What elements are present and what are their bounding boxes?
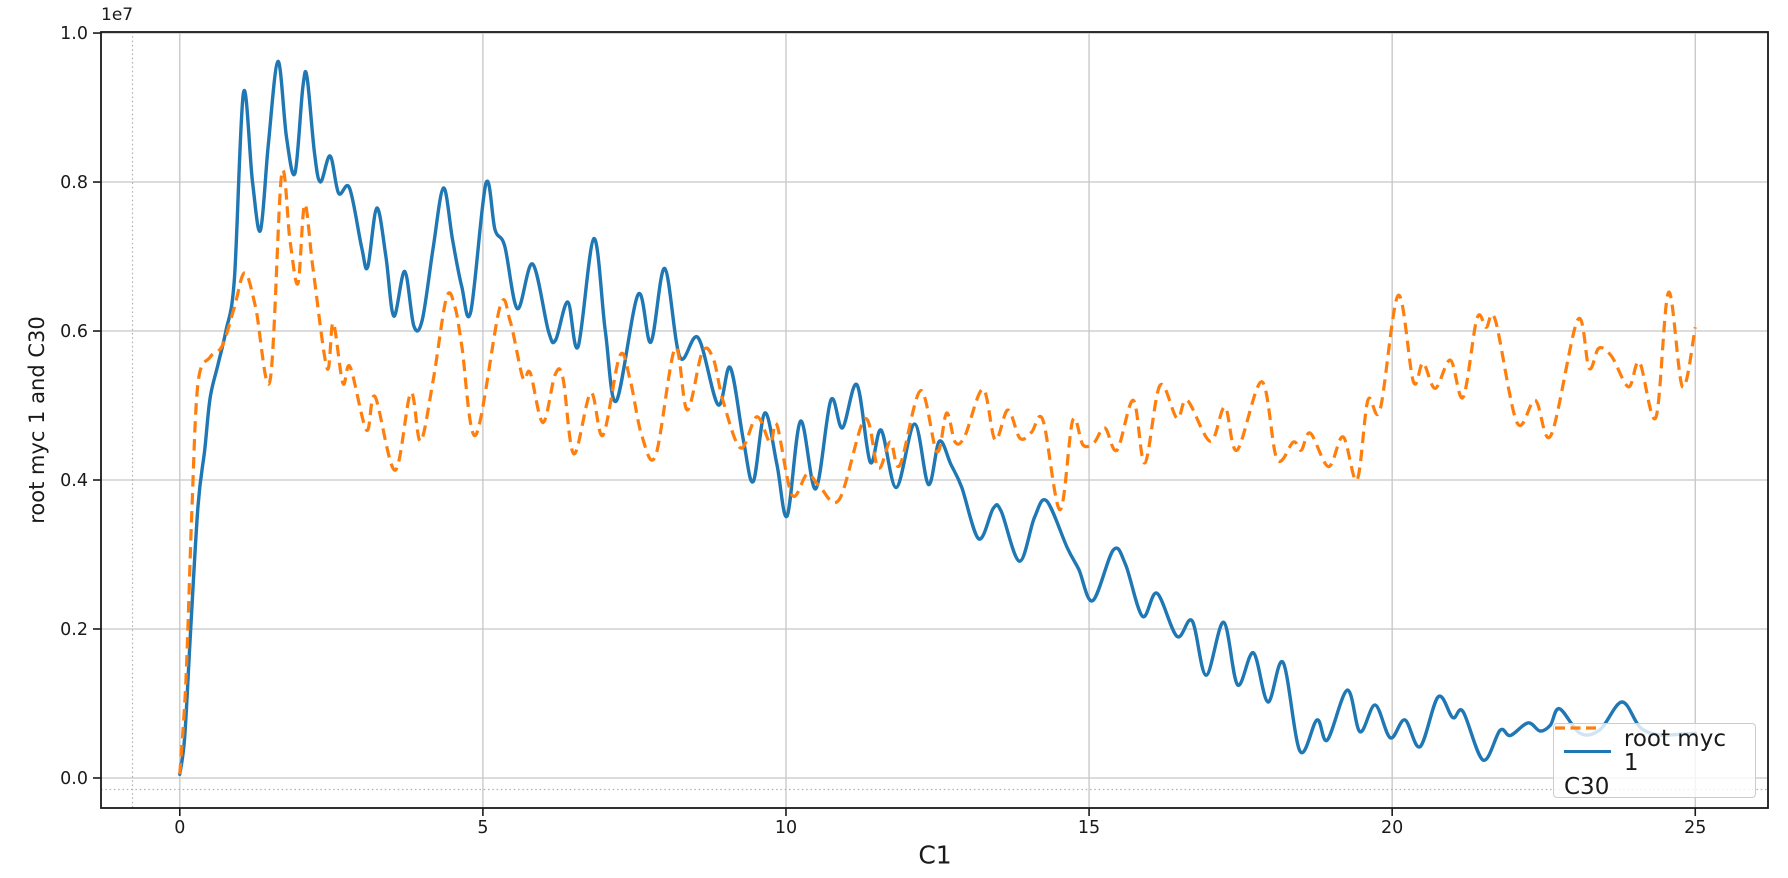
y-tick-label: 1.0 [60, 24, 88, 44]
axes-spines [100, 31, 1769, 809]
y-axis-label: root myc 1 and C30 [25, 316, 49, 524]
series-line-root-myc-1 [178, 59, 1697, 776]
y-tick-label: 0.0 [60, 769, 88, 789]
legend-item-root-myc-1: root myc 1 [1564, 727, 1745, 775]
x-tick-label: 5 [477, 818, 488, 838]
x-axis-label: C1 [918, 840, 952, 870]
y-tick-label: 0.6 [60, 322, 88, 342]
legend-dashed-line-sample [1555, 726, 1601, 730]
series-line-c30 [178, 168, 1697, 775]
legend-label-c30: C30 [1564, 774, 1610, 801]
legend-label-root-myc-1: root myc 1 [1623, 726, 1726, 777]
y-tick-label: 0.2 [60, 620, 88, 640]
x-tick-label: 25 [1684, 818, 1706, 838]
y-axis-offset-label: 1e7 [101, 5, 134, 25]
legend-solid-line-sample [1564, 749, 1611, 753]
x-tick-label: 20 [1381, 818, 1403, 838]
x-tick-label: 10 [775, 818, 797, 838]
legend-item-c30: C30 [1555, 726, 1745, 801]
y-tick-label: 0.4 [60, 471, 88, 491]
y-tick-label: 0.8 [60, 173, 88, 193]
legend: root myc 1 C30 [1553, 723, 1756, 801]
x-tick-label: 0 [174, 818, 185, 838]
x-tick-label: 15 [1078, 818, 1100, 838]
